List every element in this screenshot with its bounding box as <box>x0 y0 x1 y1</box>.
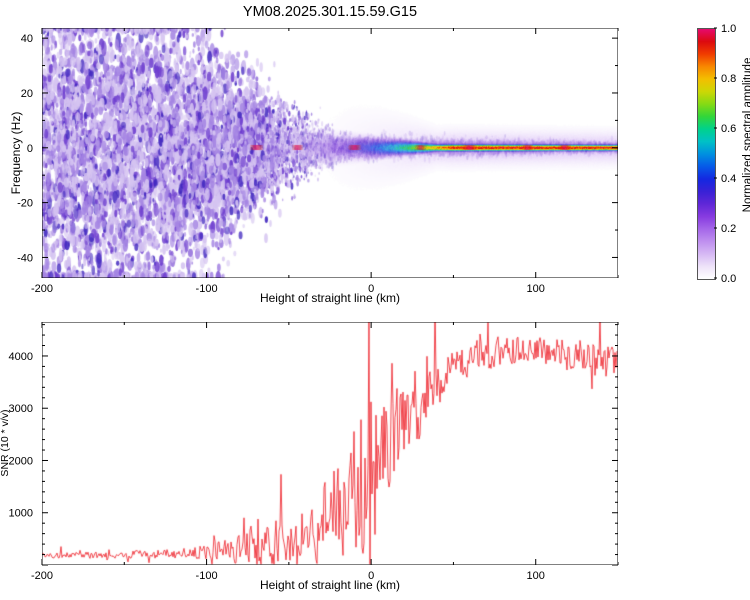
svg-text:4000: 4000 <box>9 351 33 363</box>
svg-text:0.0: 0.0 <box>721 273 736 285</box>
svg-text:0.4: 0.4 <box>721 173 736 185</box>
svg-text:0.2: 0.2 <box>721 223 736 235</box>
svg-text:1000: 1000 <box>9 508 33 520</box>
svg-text:-40: -40 <box>17 252 33 264</box>
svg-text:3000: 3000 <box>9 403 33 415</box>
svg-text:0.8: 0.8 <box>721 73 736 85</box>
svg-text:0: 0 <box>27 143 33 155</box>
svg-text:2000: 2000 <box>9 455 33 467</box>
svg-text:40: 40 <box>21 33 33 45</box>
svg-text:1.0: 1.0 <box>721 23 736 35</box>
svg-text:0.6: 0.6 <box>721 123 736 135</box>
